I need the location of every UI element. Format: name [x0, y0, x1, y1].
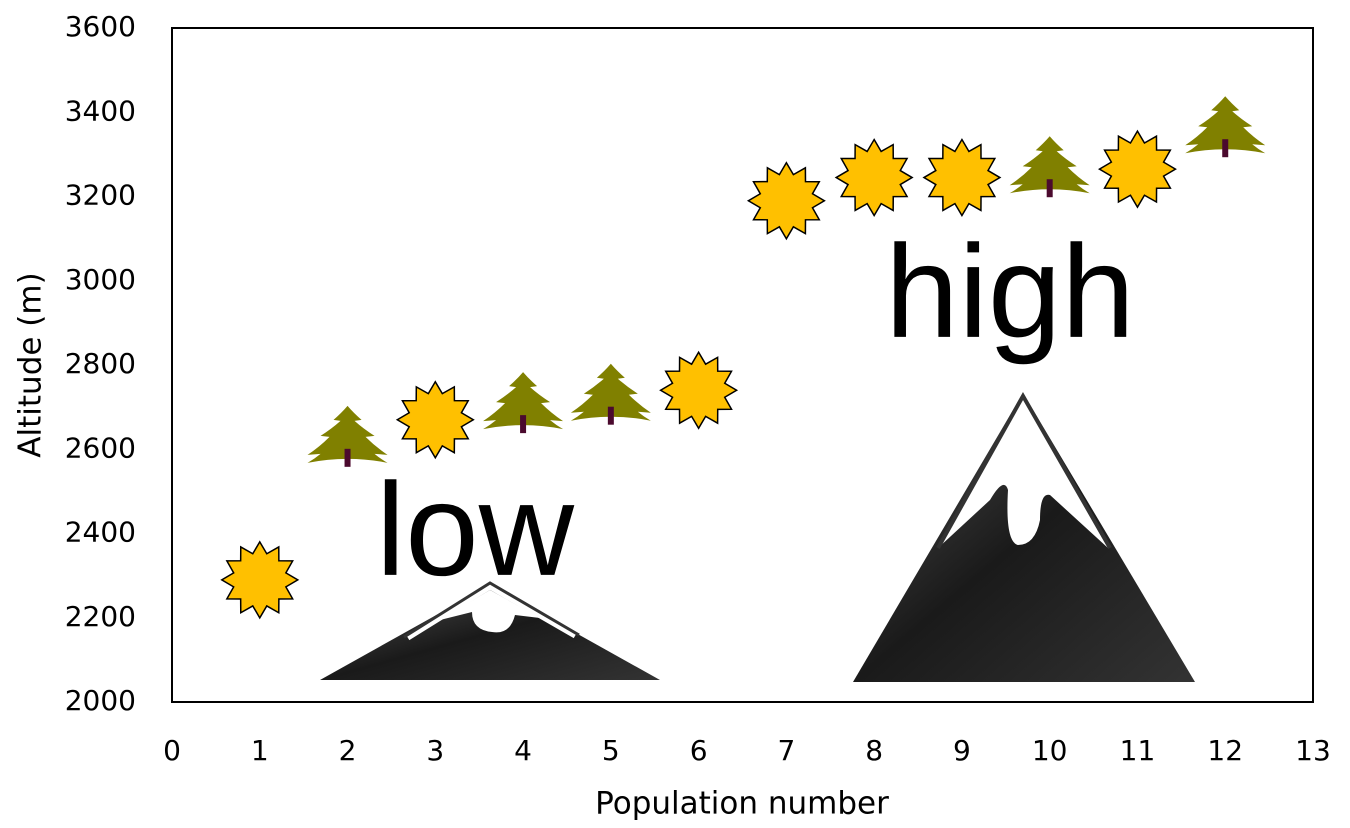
y-tick-label: 3000	[65, 263, 136, 296]
x-tick-label: 3	[426, 734, 444, 767]
y-tick-label: 2800	[65, 347, 136, 380]
y-tick-label: 2000	[65, 684, 136, 717]
tree-trunk	[1047, 179, 1053, 197]
x-tick-label: 10	[1032, 734, 1068, 767]
x-tick-label: 2	[339, 734, 357, 767]
annotation-low: low	[376, 456, 575, 603]
chart: Population number Altitude (m) low high …	[0, 0, 1350, 828]
y-tick-label: 3400	[65, 94, 136, 127]
tree-trunk	[345, 449, 351, 467]
y-tick-label: 3200	[65, 179, 136, 212]
y-tick-label: 2400	[65, 516, 136, 549]
y-tick-label: 2600	[65, 431, 136, 464]
x-tick-label: 12	[1207, 734, 1243, 767]
y-tick-label: 2200	[65, 600, 136, 633]
x-tick-label: 9	[953, 734, 971, 767]
x-tick-label: 0	[163, 734, 181, 767]
x-tick-label: 4	[514, 734, 532, 767]
x-axis-title: Population number	[595, 786, 889, 822]
y-axis-title: Altitude (m)	[13, 272, 49, 457]
x-tick-label: 13	[1295, 734, 1331, 767]
x-tick-label: 5	[602, 734, 620, 767]
tree-trunk	[520, 415, 526, 433]
tree-trunk	[608, 407, 614, 425]
x-tick-label: 6	[690, 734, 708, 767]
x-tick-label: 11	[1120, 734, 1156, 767]
y-tick-label: 3600	[65, 10, 136, 43]
x-tick-label: 8	[865, 734, 883, 767]
x-tick-label: 1	[251, 734, 269, 767]
tree-trunk	[1222, 139, 1228, 157]
x-tick-label: 7	[777, 734, 795, 767]
annotation-high: high	[885, 218, 1135, 365]
